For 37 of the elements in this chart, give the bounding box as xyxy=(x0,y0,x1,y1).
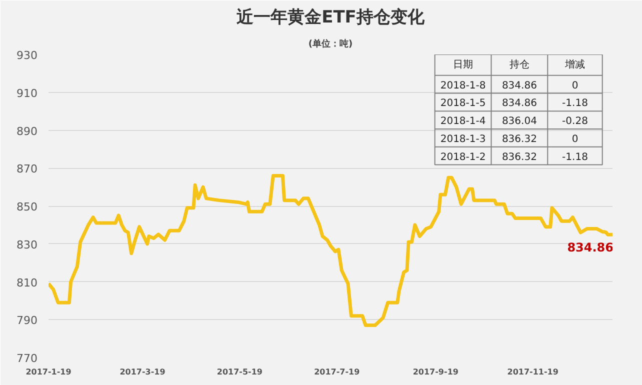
y-tick-label: 830 xyxy=(16,238,38,252)
x-tick-label: 2017-5-19 xyxy=(216,368,263,376)
y-tick-label: 930 xyxy=(16,49,38,62)
x-tick-label: 2017-3-19 xyxy=(120,368,166,376)
chart-subtitle: (单位：吨) xyxy=(308,38,353,50)
y-tick-label: 770 xyxy=(16,352,38,365)
x-tick-label: 2017-11-19 xyxy=(507,368,559,376)
y-tick-label: 850 xyxy=(16,200,38,214)
annotation: -0.28 xyxy=(562,116,588,128)
x-tick-label: 2017-7-19 xyxy=(314,368,360,376)
annotation: 持仓 xyxy=(509,58,530,70)
annotation: -1.18 xyxy=(562,98,588,110)
chart-title: 近一年黄金ETF持仓变化 xyxy=(236,8,426,28)
annotation: 2018-1-3 xyxy=(440,134,486,145)
annotation: 2018-1-8 xyxy=(440,80,486,92)
annotation: 日期 xyxy=(453,58,474,70)
annotation: 增减 xyxy=(564,58,585,70)
y-tick-label: 870 xyxy=(16,162,38,176)
y-tick-label: 890 xyxy=(16,124,38,138)
y-tick-label: 810 xyxy=(16,276,38,290)
line-series xyxy=(48,174,612,328)
annotation: 834.86 xyxy=(502,80,537,92)
data-label: 834.86 xyxy=(567,240,614,255)
annotation: 2018-1-5 xyxy=(440,98,486,110)
annotation: 2018-1-4 xyxy=(440,116,486,128)
x-tick-label: 2017-1-19 xyxy=(26,368,72,376)
annotation: 836.32 xyxy=(502,134,537,145)
x-tick-label: 2017-9-19 xyxy=(412,368,459,376)
annotation: 2018-1-2 xyxy=(440,152,486,163)
annotation: 0 xyxy=(572,80,578,92)
annotation: -1.18 xyxy=(562,152,588,163)
annotation: 836.32 xyxy=(502,152,537,163)
y-tick-label: 910 xyxy=(16,86,38,100)
annotation: 836.04 xyxy=(502,116,537,128)
annotation: 0 xyxy=(572,134,578,145)
annotation: 834.86 xyxy=(502,98,537,110)
y-tick-label: 790 xyxy=(16,314,38,328)
